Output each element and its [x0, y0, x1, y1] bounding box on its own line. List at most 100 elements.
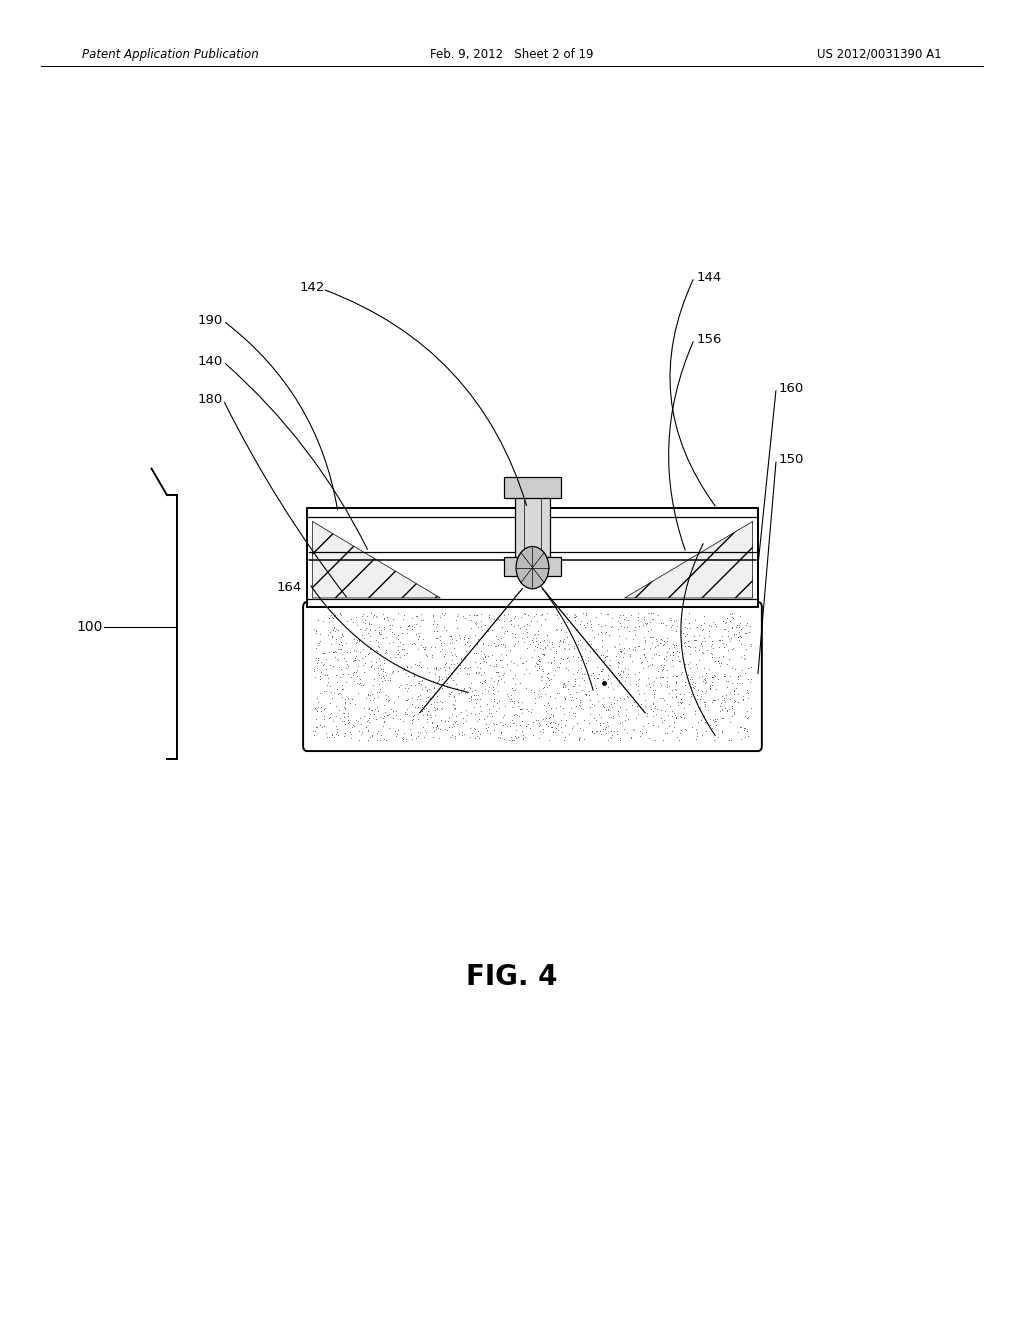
Point: [410, 672, 426, 693]
Point: [518, 618, 535, 639]
Point: [714, 721, 730, 742]
Point: [325, 723, 341, 744]
Point: [322, 706, 338, 727]
Point: [578, 684, 594, 705]
Point: [697, 711, 714, 733]
Point: [568, 661, 585, 682]
Point: [335, 663, 351, 684]
Point: [516, 615, 532, 636]
Point: [624, 651, 640, 672]
Text: 140: 140: [198, 355, 223, 368]
Point: [507, 704, 523, 725]
Point: [656, 655, 673, 676]
Point: [332, 603, 348, 624]
Point: [480, 717, 497, 738]
Point: [574, 698, 591, 719]
Point: [597, 649, 613, 671]
Point: [697, 721, 714, 742]
Point: [470, 628, 486, 649]
Point: [503, 614, 519, 635]
Point: [542, 706, 558, 727]
Point: [566, 606, 583, 627]
Point: [359, 643, 376, 664]
Point: [583, 634, 599, 655]
Point: [426, 700, 442, 721]
Point: [340, 704, 356, 725]
Point: [680, 635, 696, 656]
Point: [667, 678, 683, 700]
Point: [306, 725, 323, 746]
Point: [348, 710, 365, 731]
Point: [457, 607, 473, 628]
Point: [317, 722, 334, 743]
Point: [499, 684, 515, 705]
Point: [685, 626, 701, 647]
Point: [393, 638, 410, 659]
Point: [369, 682, 385, 704]
Point: [415, 628, 431, 649]
Point: [615, 638, 632, 659]
Point: [486, 688, 503, 709]
Point: [590, 668, 606, 689]
Point: [429, 620, 445, 642]
Point: [415, 610, 431, 631]
Point: [585, 663, 601, 684]
Point: [419, 657, 435, 678]
Point: [327, 606, 343, 627]
Point: [603, 727, 620, 748]
Point: [390, 660, 407, 681]
Point: [679, 623, 695, 644]
Point: [742, 635, 759, 656]
Point: [577, 669, 593, 690]
Point: [431, 657, 447, 678]
Point: [723, 730, 739, 751]
Point: [664, 700, 680, 721]
Point: [406, 616, 422, 638]
Point: [705, 611, 721, 632]
Point: [653, 630, 670, 651]
Point: [380, 610, 396, 631]
Point: [458, 710, 474, 731]
Point: [469, 689, 485, 710]
Point: [410, 639, 426, 660]
Point: [730, 626, 746, 647]
FancyBboxPatch shape: [303, 602, 762, 751]
Point: [434, 692, 451, 713]
Point: [498, 635, 514, 656]
Point: [538, 672, 554, 693]
Point: [556, 628, 572, 649]
Point: [524, 630, 541, 651]
Point: [621, 684, 637, 705]
Point: [418, 698, 434, 719]
Point: [312, 665, 329, 686]
Point: [666, 644, 682, 665]
Point: [378, 664, 394, 685]
Point: [410, 709, 426, 730]
Point: [722, 630, 738, 651]
Point: [515, 622, 531, 643]
Point: [410, 725, 426, 746]
Point: [472, 672, 488, 693]
Point: [610, 664, 627, 685]
Point: [305, 719, 322, 741]
Point: [489, 726, 506, 747]
Point: [620, 681, 636, 702]
Point: [425, 717, 441, 738]
Point: [370, 663, 386, 684]
Point: [361, 698, 378, 719]
Point: [637, 612, 653, 634]
Point: [567, 605, 584, 626]
Point: [742, 634, 759, 655]
Point: [484, 619, 501, 640]
Point: [595, 659, 611, 680]
Point: [487, 635, 504, 656]
Point: [366, 668, 382, 689]
Point: [365, 700, 381, 721]
Point: [685, 684, 701, 705]
Point: [539, 708, 555, 729]
Point: [600, 700, 616, 721]
Point: [467, 612, 483, 634]
Point: [722, 611, 738, 632]
Point: [334, 635, 350, 656]
Point: [689, 616, 706, 638]
